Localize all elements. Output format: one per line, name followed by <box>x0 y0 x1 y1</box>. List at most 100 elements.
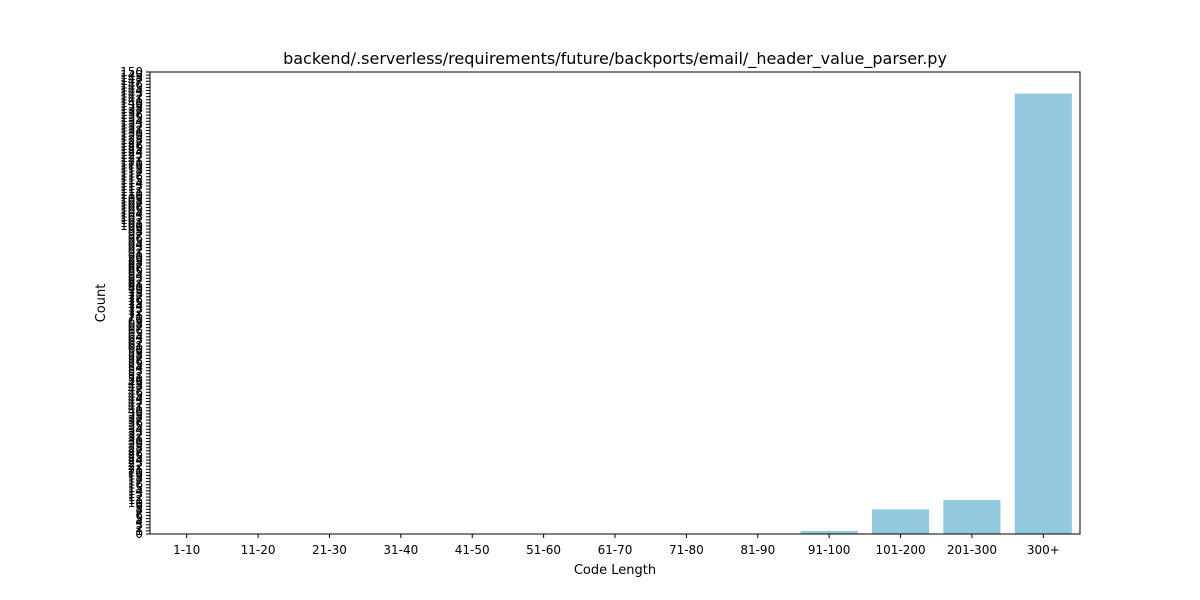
y-tick-label: 121 <box>120 154 143 168</box>
y-tick-label: 118 <box>120 164 143 178</box>
y-tick-label: 25 <box>128 450 143 464</box>
y-tick-label: 100 <box>120 219 143 233</box>
y-tick-label: 23 <box>128 456 143 470</box>
y-tick-label: 35 <box>128 419 143 433</box>
y-tick-label: 134 <box>120 114 143 128</box>
y-tick-label: 92 <box>128 244 143 258</box>
y-tick-label: 125 <box>120 142 143 156</box>
y-tick-label: 117 <box>120 167 143 181</box>
bars-group <box>800 93 1072 534</box>
y-tick-label: 37 <box>128 413 143 427</box>
x-tick-label: 71-80 <box>669 543 704 557</box>
y-tick-label: 17 <box>128 475 143 489</box>
y-tick-label: 43 <box>128 395 143 409</box>
y-tick-label: 68 <box>128 318 143 332</box>
y-tick-label: 97 <box>128 228 143 242</box>
y-tick-label: 58 <box>128 348 143 362</box>
y-tick-label: 31 <box>128 432 143 446</box>
y-tick-label: 120 <box>120 157 143 171</box>
y-tick-label: 12 <box>128 490 143 504</box>
y-tick-label: 42 <box>128 398 143 412</box>
y-tick-label: 148 <box>120 71 143 85</box>
y-tick-label: 21 <box>128 462 143 476</box>
y-tick-label: 55 <box>128 358 143 372</box>
x-axis-ticks: 1-10 11-20 21-30 31-40 41-50 51-60 61-70 71-80 8… <box>173 534 1060 557</box>
y-tick-label: 71 <box>128 308 143 322</box>
y-tick-label: 57 <box>128 351 143 365</box>
x-tick-label: 51-60 <box>526 543 561 557</box>
y-tick-label: 139 <box>120 99 143 113</box>
x-tick-label: 61-70 <box>598 543 633 557</box>
y-tick-label: 91 <box>128 247 143 261</box>
y-tick-label: 98 <box>128 225 143 239</box>
y-tick-label: 22 <box>128 459 143 473</box>
y-tick-label: 20 <box>128 465 143 479</box>
y-tick-label: 49 <box>128 376 143 390</box>
y-tick-label: 51 <box>128 370 143 384</box>
x-axis-label: Code Length <box>574 563 656 578</box>
y-tick-label: 19 <box>128 468 143 482</box>
y-tick-label: 105 <box>120 204 143 218</box>
y-tick-label: 119 <box>120 160 143 174</box>
y-tick-label: 74 <box>128 299 143 313</box>
y-tick-label: 115 <box>120 173 143 187</box>
chart-title: backend/.serverless/requirements/future/… <box>283 49 947 69</box>
y-tick-label: 72 <box>128 305 143 319</box>
y-tick-label: 96 <box>128 231 143 245</box>
y-tick-label: 8 <box>135 502 143 516</box>
y-tick-label: 56 <box>128 355 143 369</box>
y-axis-ticks: 0123456789101112131415161718192021222324… <box>120 65 150 541</box>
y-tick-label: 86 <box>128 262 143 276</box>
y-tick-label: 7 <box>135 505 143 519</box>
y-tick-label: 127 <box>120 136 143 150</box>
y-tick-label: 94 <box>128 237 143 251</box>
y-tick-label: 1 <box>135 524 143 538</box>
y-tick-label: 5 <box>135 512 143 526</box>
y-tick-label: 0 <box>135 527 143 541</box>
y-tick-label: 87 <box>128 259 143 273</box>
bar-300+ <box>1014 93 1072 534</box>
y-tick-label: 104 <box>120 207 143 221</box>
y-tick-label: 128 <box>120 133 143 147</box>
y-tick-label: 113 <box>120 179 143 193</box>
y-tick-label: 140 <box>120 96 143 110</box>
y-tick-label: 40 <box>128 404 143 418</box>
bar-201-300 <box>943 500 1001 534</box>
y-tick-label: 32 <box>128 428 143 442</box>
y-tick-label: 47 <box>128 382 143 396</box>
y-tick-label: 150 <box>120 65 143 79</box>
y-tick-label: 106 <box>120 201 143 215</box>
x-tick-label: 41-50 <box>455 543 490 557</box>
y-tick-label: 41 <box>128 401 143 415</box>
y-tick-label: 53 <box>128 364 143 378</box>
y-tick-label: 45 <box>128 388 143 402</box>
y-tick-label: 75 <box>128 296 143 310</box>
y-tick-label: 110 <box>120 188 143 202</box>
y-tick-label: 102 <box>120 213 143 227</box>
y-tick-label: 88 <box>128 256 143 270</box>
y-tick-label: 48 <box>128 379 143 393</box>
y-tick-label: 141 <box>120 93 143 107</box>
y-tick-label: 18 <box>128 472 143 486</box>
y-tick-label: 69 <box>128 314 143 328</box>
y-tick-label: 66 <box>128 324 143 338</box>
y-tick-label: 11 <box>128 493 143 507</box>
y-tick-label: 126 <box>120 139 143 153</box>
y-tick-label: 136 <box>120 108 143 122</box>
y-tick-label: 52 <box>128 367 143 381</box>
y-tick-label: 54 <box>128 361 143 375</box>
y-tick-label: 137 <box>120 105 143 119</box>
y-tick-label: 59 <box>128 345 143 359</box>
y-tick-label: 138 <box>120 102 143 116</box>
y-tick-label: 95 <box>128 234 143 248</box>
y-tick-label: 76 <box>128 293 143 307</box>
y-tick-label: 73 <box>128 302 143 316</box>
x-tick-label: 300+ <box>1027 543 1060 557</box>
y-tick-label: 67 <box>128 321 143 335</box>
y-tick-label: 24 <box>128 453 143 467</box>
y-tick-label: 114 <box>120 176 143 190</box>
y-tick-label: 63 <box>128 333 143 347</box>
y-tick-label: 82 <box>128 274 143 288</box>
y-tick-label: 116 <box>120 170 143 184</box>
y-tick-label: 29 <box>128 438 143 452</box>
